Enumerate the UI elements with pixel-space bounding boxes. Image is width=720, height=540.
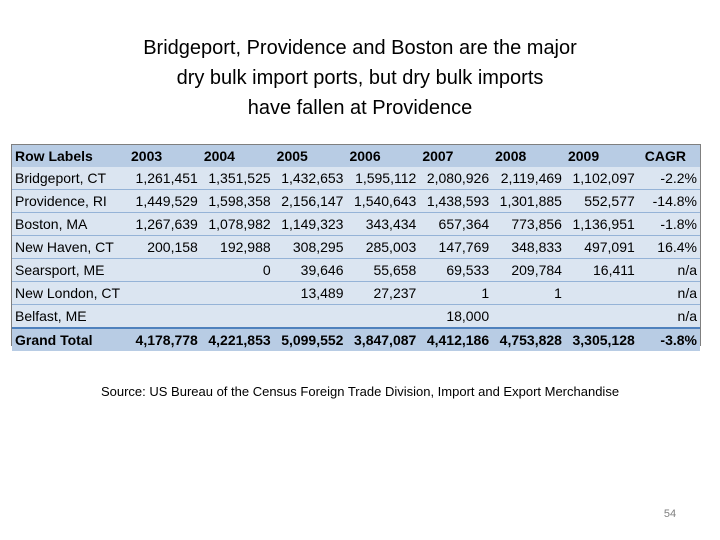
table-cell: 18,000 [419, 304, 493, 329]
table-cell: 55,658 [346, 258, 420, 282]
table-cell: 1,598,358 [200, 189, 274, 213]
table-cell [200, 281, 274, 305]
row-label: Grand Total [12, 327, 128, 351]
row-label: Providence, RI [12, 189, 128, 213]
cagr-cell: 16.4% [637, 235, 700, 259]
table-row: Bridgeport, CT 1,261,451 1,351,525 1,432… [12, 167, 700, 190]
imports-table: Row Labels 2003 2004 2005 2006 2007 2008… [12, 145, 700, 351]
table-cell: 1 [419, 281, 493, 305]
table-cell [273, 304, 347, 329]
grand-total-row: Grand Total 4,178,778 4,221,853 5,099,55… [12, 327, 700, 351]
table-cell: 2,156,147 [273, 189, 347, 213]
table-cell: 1,301,885 [492, 189, 565, 213]
col-header: CAGR [644, 148, 686, 164]
table-cell: 1,102,097 [564, 167, 638, 190]
col-header: 2009 [567, 148, 600, 164]
table-row: Searsport, ME 0 39,646 55,658 69,533 209… [12, 258, 700, 282]
table-cell: 552,577 [564, 189, 638, 213]
col-header: 2003 [131, 148, 163, 164]
table-cell: 209,784 [492, 258, 565, 282]
table-cell: 343,434 [346, 212, 420, 236]
title-line: have fallen at Providence [247, 97, 473, 119]
table-cell: 773,856 [492, 212, 565, 236]
table-row: New London, CT 13,489 27,237 1 1 n/a [12, 281, 700, 305]
row-label: New Haven, CT [12, 235, 128, 259]
row-label: New London, CT [12, 281, 128, 305]
col-header: 2005 [276, 148, 308, 164]
cagr-cell: -14.8% [637, 189, 700, 213]
table-row: Boston, MA 1,267,639 1,078,982 1,149,323… [12, 212, 700, 236]
table-cell: 0 [200, 258, 274, 282]
cagr-cell: n/a [637, 304, 700, 329]
table-cell: 1,136,951 [564, 212, 638, 236]
table-cell: 1,432,653 [273, 167, 347, 190]
table-cell [128, 304, 201, 329]
table-cell: 1,149,323 [273, 212, 347, 236]
col-header: Row Labels [15, 148, 93, 164]
table-cell: 16,411 [564, 258, 638, 282]
table-row: New Haven, CT 200,158 192,988 308,295 28… [12, 235, 700, 259]
table-cell [346, 304, 420, 329]
title-line: dry bulk import ports, but dry bulk impo… [176, 67, 544, 89]
table-cell: 4,178,778 [128, 327, 201, 351]
table-cell: 192,988 [200, 235, 274, 259]
slide-title: Bridgeport, Providence and Boston are th… [60, 33, 660, 123]
cagr-cell: -3.8% [637, 327, 700, 351]
table-cell: 2,119,469 [492, 167, 565, 190]
col-header: 2006 [349, 148, 381, 164]
table-cell [200, 304, 274, 329]
cagr-cell: -2.2% [637, 167, 700, 190]
title-line: Bridgeport, Providence and Boston are th… [143, 37, 577, 59]
table-cell: 1,540,643 [346, 189, 420, 213]
table-cell: 1,351,525 [200, 167, 274, 190]
table-cell: 2,080,926 [419, 167, 493, 190]
col-header: 2007 [422, 148, 454, 164]
table-cell: 4,412,186 [419, 327, 493, 351]
table-cell: 5,099,552 [273, 327, 347, 351]
table-cell: 13,489 [273, 281, 347, 305]
table-cell: 1,078,982 [200, 212, 274, 236]
table-row: Belfast, ME 18,000 n/a [12, 304, 700, 329]
table-cell: 1,438,593 [419, 189, 493, 213]
table-cell: 69,533 [419, 258, 493, 282]
table-cell: 4,221,853 [200, 327, 274, 351]
table-row: Providence, RI 1,449,529 1,598,358 2,156… [12, 189, 700, 213]
row-label: Belfast, ME [12, 304, 128, 329]
table-cell: 39,646 [273, 258, 347, 282]
table-cell [128, 258, 201, 282]
table-cell: 657,364 [419, 212, 493, 236]
table-cell: 147,769 [419, 235, 493, 259]
col-header: 2008 [495, 148, 527, 164]
table-cell: 348,833 [492, 235, 565, 259]
table-header-row: Row Labels 2003 2004 2005 2006 2007 2008… [12, 145, 700, 167]
page-number: 54 [663, 508, 677, 520]
table-cell: 4,753,828 [492, 327, 565, 351]
table-cell: 3,305,128 [564, 327, 638, 351]
table-cell [564, 281, 638, 305]
table-cell [128, 281, 201, 305]
table-cell: 27,237 [346, 281, 420, 305]
table-cell: 1 [492, 281, 565, 305]
table-cell: 308,295 [273, 235, 347, 259]
table-cell: 3,847,087 [346, 327, 420, 351]
table-cell: 1,595,112 [346, 167, 420, 190]
cagr-cell: n/a [637, 258, 700, 282]
cagr-cell: n/a [637, 281, 700, 305]
table-cell: 1,267,639 [128, 212, 201, 236]
row-label: Searsport, ME [12, 258, 128, 282]
table-cell [492, 304, 565, 329]
source-note: Source: US Bureau of the Census Foreign … [100, 384, 620, 399]
col-header: 2004 [203, 148, 235, 164]
table-cell: 1,261,451 [128, 167, 201, 190]
row-label: Bridgeport, CT [12, 167, 128, 190]
table-cell: 200,158 [128, 235, 201, 259]
pivot-table: Row Labels 2003 2004 2005 2006 2007 2008… [11, 144, 701, 351]
table-cell: 497,091 [564, 235, 638, 259]
row-label: Boston, MA [12, 212, 128, 236]
cagr-cell: -1.8% [637, 212, 700, 236]
table-cell: 285,003 [346, 235, 420, 259]
table-cell [564, 304, 638, 329]
table-cell: 1,449,529 [128, 189, 201, 213]
